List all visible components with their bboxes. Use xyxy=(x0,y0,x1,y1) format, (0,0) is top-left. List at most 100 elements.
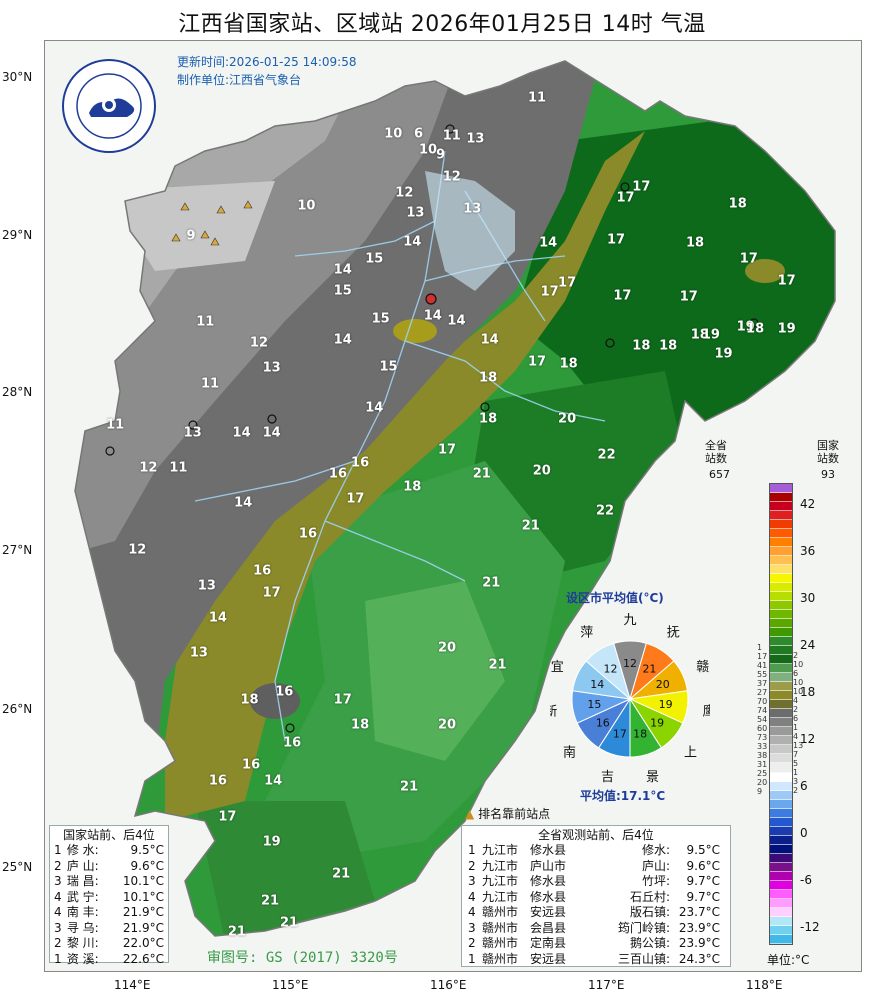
station-temperature-value: 12 xyxy=(128,542,147,558)
station-temperature-value: 17 xyxy=(679,289,698,305)
station-temperature-value: 22 xyxy=(595,503,615,518)
colorbar-count-right: 1 xyxy=(793,723,799,732)
colorbar-segment xyxy=(770,934,792,944)
provincial-city: 九江市 xyxy=(482,843,519,857)
national-val: 22.0°C xyxy=(122,936,164,950)
meteorology-logo xyxy=(62,59,156,153)
lat-label: 28°N xyxy=(2,385,33,399)
station-temperature-value: 17 xyxy=(607,232,626,248)
station-temperature-value: 17 xyxy=(616,190,635,206)
pie-city-label: 宜 xyxy=(551,660,564,675)
pie-city-label: 南 xyxy=(563,744,576,760)
map-frame[interactable]: 更新时间:2026-01-25 14:09:58 制作单位:江西省气象台 11 1… xyxy=(44,40,862,972)
colorbar-count-left: 60 xyxy=(757,724,768,733)
station-temperature-value: 14 xyxy=(423,308,442,324)
provincial-rank: 3 xyxy=(468,874,476,888)
provincial-ranking-row: 4 赣州市 安远县 版石镇: 23.7°C xyxy=(468,905,724,921)
station-temperature-value: 13 xyxy=(262,360,281,376)
colorbar-count-right: 7 xyxy=(793,750,799,759)
station-temperature-value: 11 xyxy=(196,314,215,330)
national-val: 10.1°C xyxy=(122,889,164,904)
colorbar-count-left: 17 xyxy=(757,652,768,661)
provincial-city: 九江市 xyxy=(482,874,519,888)
colorbar-count-right: 6 xyxy=(793,714,799,723)
provincial-val: 24.3°C xyxy=(678,951,720,966)
station-temperature-value: 21 xyxy=(472,466,491,482)
pie-city-label: 吉 xyxy=(601,770,614,785)
station-temperature-value: 16 xyxy=(253,563,272,579)
colorbar-segment xyxy=(770,538,792,548)
provincial-county: 会昌县 xyxy=(530,920,567,935)
station-temperature-value: 19 xyxy=(701,327,720,343)
colorbar-segment xyxy=(770,718,792,728)
station-temperature-value: 11 xyxy=(528,90,547,106)
colorbar-count-right: 10 xyxy=(793,660,804,669)
national-val: 9.5°C xyxy=(130,843,164,857)
colorbar-segment xyxy=(770,646,792,656)
national-ranking-panel: 国家站前、后4位 1 修 水: 9.5°C 2 庐 山: 9.6°C 3 瑞 昌: 10.1°C… xyxy=(49,825,169,966)
update-time: 更新时间:2026-01-25 14:09:58 xyxy=(177,55,357,69)
map-title: 江西省国家站、区域站 2026年01月25日 14时 气温 xyxy=(178,12,706,37)
colorbar-segment xyxy=(770,763,792,773)
provincial-ranking-row: 1 九江市 修水县 修水: 9.5°C xyxy=(468,843,724,859)
station-markers xyxy=(105,124,759,733)
station-temperature-value: 14 xyxy=(234,495,253,511)
colorbar-segment xyxy=(770,511,792,521)
station-temperature-value: 14 xyxy=(447,313,466,329)
national-val: 9.6°C xyxy=(130,858,164,873)
provincial-panel-title: 全省观测站前、后4位 xyxy=(538,828,654,842)
provincial-ranking-row: 2 赣州市 定南县 鹅公镇: 23.9°C xyxy=(468,936,724,952)
temperature-map[interactable] xyxy=(45,41,861,971)
provincial-val: 9.5°C xyxy=(686,843,720,857)
station-temperature-value: 16 xyxy=(328,466,348,482)
colorbar-segment xyxy=(770,664,792,674)
provincial-ranking-row: 1 赣州市 安远县 三百山镇: 24.3°C xyxy=(468,952,724,968)
pie-value-label: 16 xyxy=(596,717,610,730)
station-temperature-value: 11 xyxy=(106,417,125,433)
station-temperature-value: 15 xyxy=(333,283,352,299)
colorbar-count-left: 70 xyxy=(757,697,768,706)
map-review-number: 审图号: GS (2017) 3320号 xyxy=(207,950,398,966)
station-temperature-value: 17 xyxy=(437,442,457,458)
station-temperature-value: 13 xyxy=(463,201,482,217)
national-ranking-row: 2 黎 川: 22.0°C xyxy=(54,936,164,952)
national-station-count: 93 xyxy=(821,468,835,481)
provincial-town: 修水: xyxy=(641,843,670,857)
provincial-county: 安远县 xyxy=(530,905,567,919)
provincial-val: 23.9°C xyxy=(678,920,720,935)
colorbar-segment xyxy=(770,808,792,818)
station-temperature-value: 14 xyxy=(232,425,251,441)
colorbar-segment xyxy=(770,619,792,629)
colorbar-tick-label: 30 xyxy=(800,591,816,605)
provincial-rank: 3 xyxy=(468,920,476,935)
colorbar-segment xyxy=(770,592,792,602)
colorbar-segment xyxy=(770,502,792,512)
colorbar-tick-label: 42 xyxy=(800,497,816,511)
colorbar-segment xyxy=(770,907,792,917)
national-rank: 3 xyxy=(54,874,62,888)
station-temperature-value: 13 xyxy=(189,645,208,661)
colorbar-count-right: 10 xyxy=(793,687,804,696)
city-average-pie: 12 九 21 抚 20 赣 19 鹰 19 上 18 景 17 吉 16 南 15 新 14 宜 12 萍 xyxy=(550,613,710,785)
station-temperature-value: 13 xyxy=(466,131,485,147)
station-temperature-value: 18 xyxy=(403,479,422,495)
colorbar-segment xyxy=(770,925,792,935)
station-temperature-value: 14 xyxy=(480,332,499,348)
station-temperature-value: 19 xyxy=(714,346,733,362)
provincial-town: 竹坪: xyxy=(641,874,670,888)
station-temperature-value: 18 xyxy=(686,235,705,251)
station-temperature-value: 20 xyxy=(558,411,577,427)
colorbar-segment xyxy=(770,547,792,557)
colorbar-tick-label: 36 xyxy=(800,544,816,558)
station-temperature-value: 17 xyxy=(262,585,281,601)
colorbar-count-left: 38 xyxy=(757,751,768,760)
lat-label: 30°N xyxy=(2,70,33,84)
city-average-title: 设区市平均值(°C) xyxy=(566,591,664,605)
provincial-county: 安远县 xyxy=(530,951,567,966)
national-name: 黎 川: xyxy=(66,936,99,950)
national-rank: 3 xyxy=(54,920,62,935)
provincial-val: 23.9°C xyxy=(678,936,720,950)
station-temperature-value: 21 xyxy=(482,575,501,591)
station-temperature-value: 18 xyxy=(479,411,498,427)
station-temperature-value: 18 xyxy=(746,321,765,337)
